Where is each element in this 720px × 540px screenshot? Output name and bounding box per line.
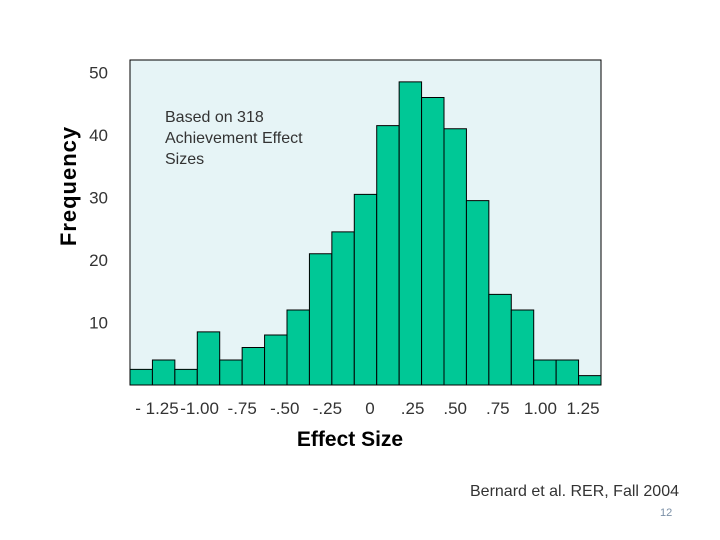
x-tick-label: -.75 xyxy=(228,399,257,418)
histogram-chart: 10 20 30 40 50 - 1.25 -1.00 -.75 -.50 -.25 0 .25 .5… xyxy=(56,59,602,451)
histogram-bar xyxy=(196,331,221,386)
histogram-bar xyxy=(286,309,310,386)
annotation-line: Sizes xyxy=(165,151,204,168)
y-tick-label: 30 xyxy=(89,189,108,208)
y-axis-label: Frequency xyxy=(56,126,81,246)
x-tick-label: .50 xyxy=(443,399,467,418)
x-tick-label: 1.00 xyxy=(524,399,557,418)
plot-border xyxy=(129,59,602,386)
histogram-bar xyxy=(331,231,355,386)
histogram-bar xyxy=(443,128,467,386)
x-tick-label: 1.25 xyxy=(566,399,599,418)
page-number: 12 xyxy=(660,507,673,519)
chart-annotation: Based on 318 Achievement Effect Sizes xyxy=(165,109,303,168)
y-tick-label: 40 xyxy=(89,126,108,145)
annotation-line: Based on 318 xyxy=(165,109,264,126)
annotation-line: Achievement Effect xyxy=(165,130,303,147)
histogram-bars xyxy=(129,59,602,386)
x-tick-label: -.50 xyxy=(270,399,299,418)
x-tick-label: - 1.25 xyxy=(135,399,178,418)
histogram-bar xyxy=(510,309,535,386)
x-axis-ticks: - 1.25 -1.00 -.75 -.50 -.25 0 .25 .50 .75 1.00 1.2… xyxy=(135,399,599,418)
x-axis-label: Effect Size xyxy=(297,428,403,451)
x-tick-label: -.25 xyxy=(313,399,342,418)
histogram-bar xyxy=(353,193,378,386)
histogram-bar xyxy=(129,368,153,386)
y-tick-label: 10 xyxy=(89,314,108,333)
histogram-bar xyxy=(376,125,400,386)
y-axis-ticks: 10 20 30 40 50 xyxy=(89,64,108,333)
histogram-bar xyxy=(308,253,333,386)
histogram-bar xyxy=(488,293,512,386)
x-tick-label: -1.00 xyxy=(180,399,219,418)
histogram-bar xyxy=(241,347,266,386)
histogram-bar xyxy=(174,368,198,386)
y-tick-label: 50 xyxy=(89,64,108,83)
histogram-bar xyxy=(465,200,490,386)
histogram-bar xyxy=(151,359,176,386)
histogram-bar xyxy=(264,334,288,386)
x-tick-label: .75 xyxy=(486,399,510,418)
y-tick-label: 20 xyxy=(89,251,108,270)
x-tick-label: .25 xyxy=(401,399,425,418)
histogram-bar xyxy=(219,359,243,386)
histogram-bar xyxy=(555,359,580,386)
histogram-bar xyxy=(533,359,557,386)
histogram-bar xyxy=(578,375,602,386)
histogram-bar xyxy=(398,81,423,386)
histogram-bar xyxy=(421,97,445,386)
x-tick-label: 0 xyxy=(365,399,374,418)
citation: Bernard et al. RER, Fall 2004 xyxy=(470,483,679,500)
